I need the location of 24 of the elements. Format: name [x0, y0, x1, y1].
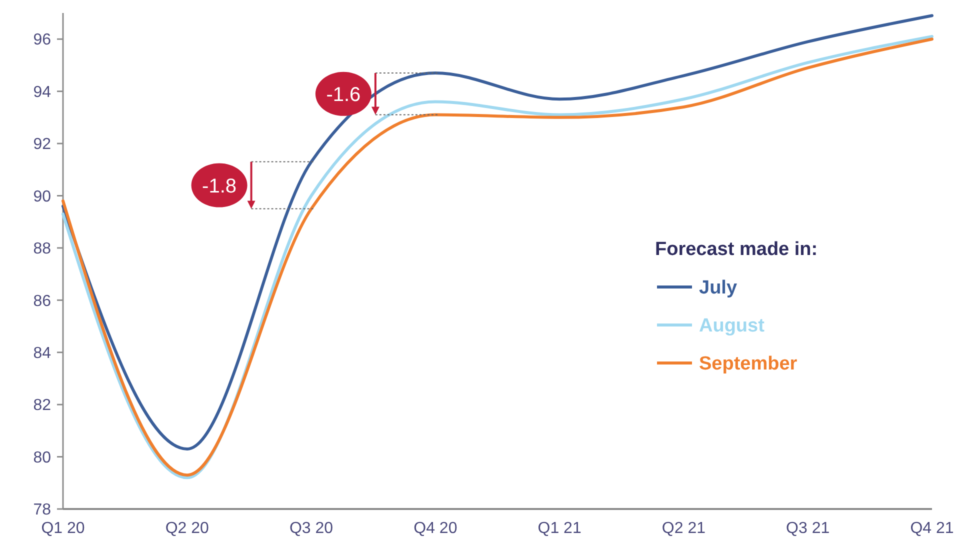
- y-tick-label: 84: [33, 344, 52, 362]
- y-tick-label: 94: [33, 84, 52, 101]
- x-tick-label: Q2 20: [165, 520, 210, 537]
- x-tick-label: Q1 21: [538, 520, 582, 537]
- y-tick-label: 82: [33, 397, 52, 414]
- annotation: -1.6: [326, 84, 361, 106]
- y-tick-label: 96: [33, 32, 52, 49]
- x-tick-label: Q1 20: [41, 520, 85, 537]
- legend-label: July: [699, 278, 738, 299]
- annotation: -1.8: [202, 175, 237, 198]
- y-tick-label: 78: [33, 502, 52, 519]
- y-tick-label: 92: [33, 136, 52, 154]
- x-tick-label: Q3 21: [786, 520, 830, 537]
- x-tick-label: Q2 21: [662, 520, 706, 537]
- x-tick-label: Q4 21: [910, 520, 954, 537]
- y-tick-label: 86: [33, 292, 52, 310]
- y-tick-label: 90: [33, 188, 52, 206]
- legend-label: September: [699, 354, 798, 375]
- x-tick-label: Q3 20: [289, 520, 334, 537]
- legend-label: August: [699, 316, 766, 337]
- y-tick-label: 88: [33, 240, 52, 258]
- x-tick-label: Q4 20: [414, 520, 458, 537]
- legend-title: Forecast made in:: [655, 239, 818, 260]
- y-tick-label: 80: [33, 449, 52, 466]
